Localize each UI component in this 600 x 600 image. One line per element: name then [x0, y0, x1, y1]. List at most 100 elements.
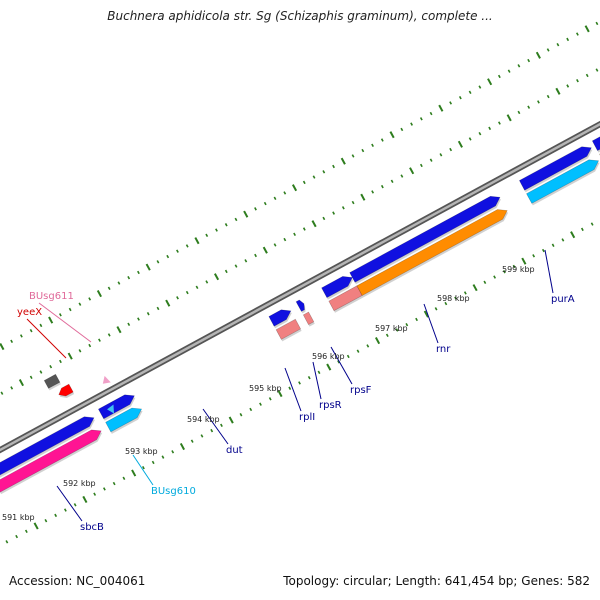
- tick-mark: [584, 25, 590, 33]
- category-arrow[interactable]: [356, 209, 508, 296]
- tick-mark: [0, 391, 4, 395]
- tick-mark: [161, 455, 165, 459]
- tick-mark: [68, 307, 72, 312]
- tick-mark: [409, 167, 415, 175]
- tick-mark: [566, 37, 570, 42]
- tick-mark: [205, 233, 209, 238]
- tick-mark: [283, 191, 287, 195]
- gene-label[interactable]: rpsF: [350, 385, 372, 396]
- category-arrow[interactable]: [302, 311, 315, 326]
- ruler-label: 591 kbp: [2, 513, 35, 522]
- tick-mark: [171, 450, 175, 454]
- tick-mark: [58, 313, 62, 317]
- category-arrow[interactable]: [526, 159, 600, 204]
- ruler-label: 598 kbp: [437, 294, 470, 303]
- tick-mark: [185, 290, 189, 295]
- tick-mark: [283, 237, 287, 242]
- tick-mark: [243, 210, 249, 218]
- tick-mark: [112, 481, 116, 486]
- genome-stats: Topology: circular; Length: 641,454 bp; …: [283, 574, 590, 588]
- tick-mark: [220, 423, 223, 428]
- trna-feature[interactable]: [58, 383, 74, 397]
- gene-label[interactable]: BUsg611: [29, 291, 74, 302]
- tick-mark: [205, 280, 209, 284]
- gene-label[interactable]: rpsR: [319, 400, 342, 411]
- tick-mark: [332, 211, 336, 215]
- tick-mark: [82, 495, 88, 504]
- tick-mark: [380, 184, 384, 189]
- unknown-feature[interactable]: [43, 373, 61, 389]
- kbp-ruler-labels: 591 kbp 592 kbp 593 kbp 594 kbp 595 kbp 596 k…: [2, 265, 535, 522]
- tick-mark: [48, 316, 54, 324]
- cds-forward-arrow[interactable]: [349, 195, 501, 283]
- tick-mark: [33, 522, 39, 530]
- label-leader-lines: [26, 249, 554, 522]
- map-title: Buchnera aphidicola str. Sg (Schizaphis …: [107, 9, 493, 23]
- tick-mark: [10, 339, 14, 343]
- tick-mark: [302, 227, 306, 231]
- leader-line: [284, 367, 302, 412]
- gene-label[interactable]: yeeX: [17, 307, 42, 318]
- sequence-backbone: [0, 120, 600, 454]
- tick-mark: [527, 105, 531, 109]
- tick-mark: [39, 370, 43, 374]
- tick-mark: [127, 276, 131, 280]
- ruler-label: 595 kbp: [249, 384, 282, 393]
- tick-mark: [234, 264, 238, 268]
- tick-mark: [444, 301, 448, 306]
- tick-mark: [156, 260, 160, 264]
- cds-forward-arrow[interactable]: [518, 146, 592, 191]
- tick-mark: [312, 175, 316, 179]
- gene-label[interactable]: rplI: [299, 412, 315, 423]
- tick-mark: [293, 232, 296, 237]
- category-arrow[interactable]: [0, 429, 102, 493]
- cds-forward-arrow[interactable]: [321, 276, 353, 299]
- tick-mark: [400, 174, 404, 178]
- tick-mark: [454, 296, 458, 300]
- tick-mark: [96, 290, 102, 298]
- tick-mark: [117, 281, 121, 285]
- gene-label[interactable]: sbcB: [80, 522, 104, 533]
- gene-labels: sbcB BUsg610 dut rplI rpsR rpsF rnr purA BUsg611…: [17, 291, 575, 533]
- leader-line: [26, 318, 67, 359]
- tick-mark: [102, 487, 106, 491]
- cds-forward-arrow[interactable]: [97, 394, 135, 420]
- tick-mark: [277, 390, 283, 398]
- gene-label[interactable]: purA: [551, 294, 575, 305]
- feature-layer[interactable]: [0, 120, 600, 495]
- tick-mark: [142, 466, 145, 470]
- tick-mark: [429, 111, 433, 116]
- inner-tick-track: [5, 222, 594, 544]
- tick-mark: [498, 121, 501, 125]
- tick-mark: [541, 248, 545, 253]
- ruler-label: 597 kbp: [375, 324, 408, 333]
- tick-mark: [561, 238, 565, 242]
- tick-mark: [395, 328, 399, 332]
- cds-forward-arrow[interactable]: [0, 416, 95, 479]
- tick-mark: [15, 534, 19, 539]
- category-arrow[interactable]: [275, 318, 302, 340]
- leader-line: [56, 485, 83, 522]
- tick-mark: [566, 84, 570, 88]
- leader-line: [330, 346, 353, 385]
- cds-forward-arrow[interactable]: [295, 299, 305, 312]
- gene-label[interactable]: BUsg610: [151, 486, 196, 497]
- tick-mark: [224, 223, 228, 227]
- tick-mark: [288, 386, 292, 390]
- tick-mark: [10, 386, 14, 390]
- leader-line: [38, 302, 92, 343]
- cds-forward-arrow[interactable]: [268, 309, 292, 327]
- gene-label[interactable]: rnr: [436, 344, 451, 355]
- tick-mark: [262, 246, 268, 254]
- tick-mark: [502, 270, 506, 274]
- tick-mark: [146, 312, 150, 316]
- category-arrow[interactable]: [105, 407, 143, 433]
- tick-mark: [415, 317, 418, 322]
- gene-label[interactable]: dut: [226, 445, 243, 456]
- tick-mark: [49, 365, 53, 369]
- tick-mark: [127, 322, 131, 327]
- tick-mark: [131, 469, 137, 477]
- cds-forward-arrow[interactable]: [591, 120, 600, 152]
- tick-mark: [472, 284, 478, 292]
- tick-mark: [487, 78, 493, 86]
